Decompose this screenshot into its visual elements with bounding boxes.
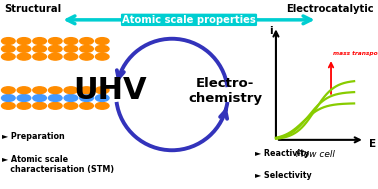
Circle shape — [64, 46, 78, 52]
Circle shape — [33, 46, 46, 52]
Circle shape — [2, 53, 15, 60]
Circle shape — [48, 87, 62, 94]
Circle shape — [80, 46, 93, 52]
Circle shape — [2, 46, 15, 52]
Circle shape — [64, 53, 78, 60]
Circle shape — [17, 53, 31, 60]
Circle shape — [2, 102, 15, 109]
Circle shape — [48, 46, 62, 52]
Circle shape — [2, 95, 15, 101]
Circle shape — [64, 102, 78, 109]
Circle shape — [33, 53, 46, 60]
Circle shape — [95, 87, 109, 94]
Text: Electrocatalytic: Electrocatalytic — [287, 4, 374, 13]
Circle shape — [95, 53, 109, 60]
Text: ► Reactivity: ► Reactivity — [255, 149, 310, 158]
Circle shape — [48, 102, 62, 109]
Text: Electro-
chemistry: Electro- chemistry — [188, 77, 262, 105]
Circle shape — [64, 38, 78, 44]
Circle shape — [17, 102, 31, 109]
Circle shape — [95, 46, 109, 52]
Circle shape — [33, 38, 46, 44]
Circle shape — [33, 102, 46, 109]
Text: UHV: UHV — [73, 76, 146, 105]
Circle shape — [95, 102, 109, 109]
Circle shape — [80, 102, 93, 109]
Circle shape — [95, 38, 109, 44]
Circle shape — [2, 87, 15, 94]
Text: mass transport: mass transport — [333, 51, 378, 56]
Circle shape — [17, 38, 31, 44]
Circle shape — [95, 95, 109, 101]
Circle shape — [80, 38, 93, 44]
Circle shape — [33, 87, 46, 94]
Text: ► Atomic scale
   characterisation (STM): ► Atomic scale characterisation (STM) — [2, 155, 114, 174]
Circle shape — [2, 38, 15, 44]
Circle shape — [48, 53, 62, 60]
Text: ► Selectivity: ► Selectivity — [255, 171, 312, 180]
Text: Atomic scale properties: Atomic scale properties — [122, 15, 256, 25]
Circle shape — [17, 46, 31, 52]
Text: E: E — [369, 139, 376, 149]
Text: ► Preparation: ► Preparation — [2, 132, 65, 141]
Circle shape — [80, 87, 93, 94]
Text: Flow cell: Flow cell — [296, 149, 335, 159]
Circle shape — [17, 87, 31, 94]
Circle shape — [33, 95, 46, 101]
Circle shape — [64, 95, 78, 101]
Circle shape — [64, 87, 78, 94]
Text: Structural: Structural — [4, 4, 61, 13]
Text: i: i — [270, 26, 273, 36]
Circle shape — [48, 95, 62, 101]
Circle shape — [17, 95, 31, 101]
Circle shape — [80, 53, 93, 60]
Circle shape — [80, 95, 93, 101]
Circle shape — [48, 38, 62, 44]
